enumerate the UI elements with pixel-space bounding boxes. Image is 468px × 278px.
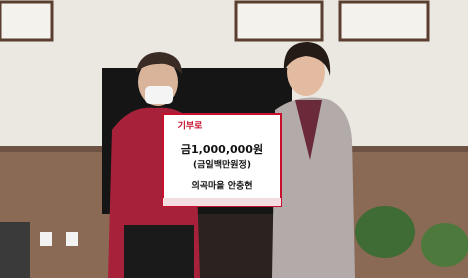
outlet [40, 232, 52, 246]
plant [355, 206, 415, 258]
wall-frame [236, 2, 322, 40]
board-logo: 기부로 [178, 120, 204, 132]
photo: 기부로 금1,000,000원 (금일백만원정) 의곡마을 안충현 [0, 0, 468, 278]
outlet [66, 232, 78, 246]
board-donor: 의곡마을 안충현 [191, 180, 252, 192]
printer [0, 222, 30, 278]
board-amount: 금1,000,000원 [181, 142, 263, 156]
person-pants [124, 225, 194, 278]
wall-frame [0, 2, 52, 40]
board-footer [163, 198, 281, 206]
wall-frame [340, 2, 428, 40]
face-mask [145, 86, 173, 104]
plant [421, 223, 468, 267]
board-amount-words: (금일백만원정) [193, 159, 251, 171]
